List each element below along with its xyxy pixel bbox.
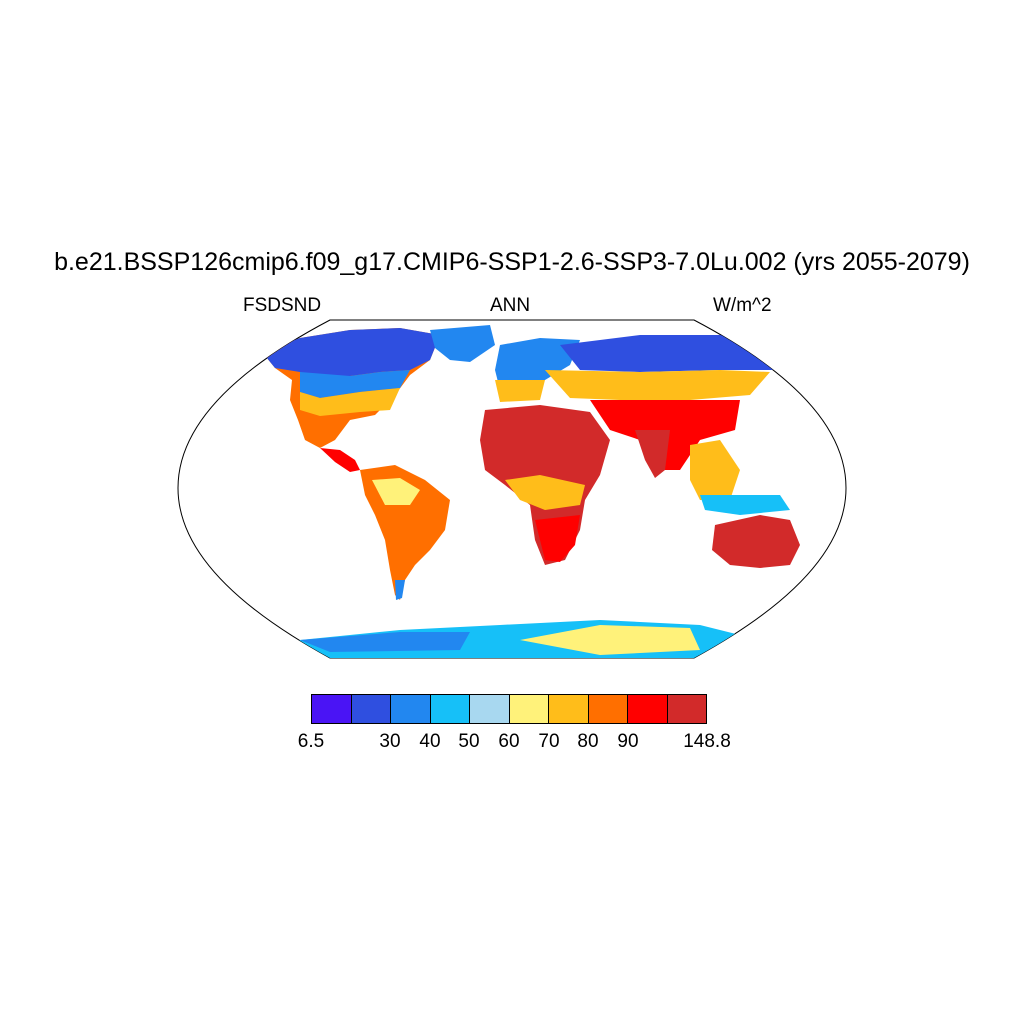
southeast-asia [690,440,740,500]
colorbar-box [391,695,431,723]
colorbar-box [430,695,470,723]
units-label: W/m^2 [713,295,772,316]
colorbar-box [667,695,706,723]
colorbar-label: 80 [577,731,599,752]
colorbar-label: 50 [458,731,480,752]
antarctica-coast [300,632,470,652]
australia [712,515,800,568]
colorbar [311,694,707,724]
africa-south [535,515,580,562]
north-america-mid [300,388,400,416]
greenland [430,325,495,362]
indonesia [700,495,790,515]
colorbar-box [470,695,510,723]
colorbar-label: 60 [498,731,520,752]
colorbar-label: 148.8 [683,731,731,752]
africa-tropics [505,475,585,510]
colorbar-box [351,695,391,723]
south-america-south [395,580,405,600]
south-america-core [372,478,420,505]
colorbar-label: 30 [379,731,401,752]
colorbar-label: 90 [617,731,639,752]
europe-south [495,380,545,402]
colorbar-label: 70 [538,731,560,752]
colorbar-label: 6.5 [297,731,325,752]
india [635,430,670,478]
north-america-arctic [262,328,440,378]
colorbar-box [549,695,589,723]
colorbar-box [628,695,668,723]
asia-mid [545,370,770,400]
colorbar-box [509,695,549,723]
antarctica-interior [520,625,700,655]
asia-north [560,335,780,372]
colorbar-box [588,695,628,723]
colorbar-label: 40 [419,731,441,752]
central-america [320,448,360,472]
variable-label: FSDSND [243,295,322,316]
colorbar-box [312,695,352,723]
map-title: b.e21.BSSP126cmip6.f09_g17.CMIP6-SSP1-2.… [54,248,970,276]
season-label: ANN [490,295,531,316]
north-america-subarctic [300,370,410,398]
